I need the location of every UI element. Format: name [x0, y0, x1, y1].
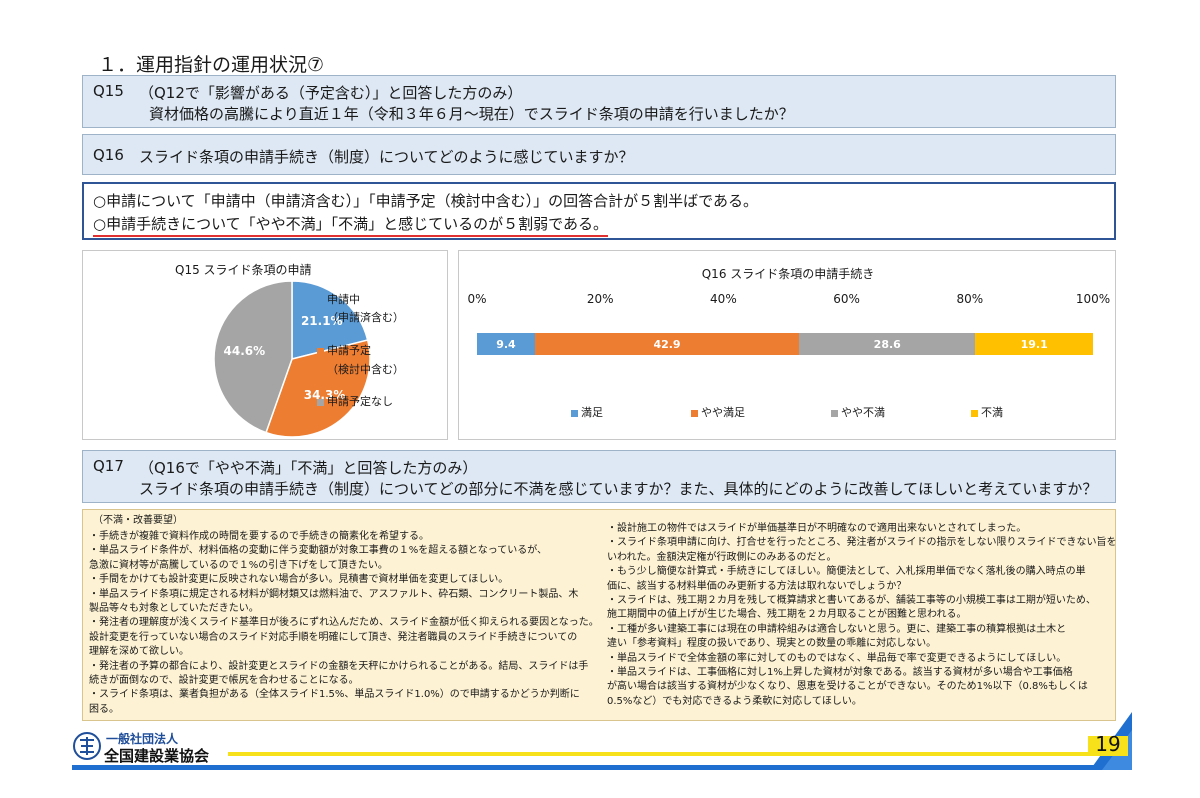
comment-line: ・単品スライドで全体金額の率に対してのものではなく、単品毎で率で変更できるように…: [607, 652, 1067, 664]
bar-value-label: 19.1: [1020, 337, 1048, 351]
bar-value-label: 28.6: [873, 337, 901, 351]
q16-text: スライド条項の申請手続き（制度）についてどのように感じていますか？: [139, 148, 634, 166]
pie-value-label: 44.6%: [224, 344, 266, 358]
legend-swatch: [317, 296, 324, 304]
comment-line: 設計変更を行っていない場合のスライド対応手順を明確にして頂き、発注者職員のスライ…: [89, 631, 578, 643]
bar-segment-2: 42.9: [534, 333, 800, 355]
page-title: １．運用指針の運用状況⑦: [98, 54, 325, 76]
bar-segment-3: 28.6: [799, 333, 976, 355]
comment-line: ・単品スライドは、工事価格に対し1%上昇した資材が対象である。該当する資材が多い…: [607, 667, 1073, 678]
pie-slice-1: [291, 280, 369, 360]
bar-legend-label: 不満: [981, 406, 1003, 419]
bar-x-tick-label: 80%: [956, 292, 984, 306]
legend-swatch: [831, 409, 838, 417]
pie-legend-item-1-sub: （申請済含む）: [327, 311, 404, 324]
legend-swatch: [317, 347, 324, 355]
legend-swatch: [317, 398, 324, 406]
comment-line: 0.5%など）でも対応できるよう柔軟に対応してほしい。: [607, 695, 862, 707]
footer-org-name: 全国建設業協会: [104, 747, 210, 765]
page-number-badge: [1088, 736, 1128, 756]
pie-value-label: 21.1%: [301, 314, 343, 328]
bar-legend-item-3: やや不満: [831, 404, 885, 420]
q15-pie-chart-panel: Q15 スライド条項の申請 21.1% 34.3% 44.6% 申請中 （申請済含む…: [82, 250, 448, 440]
comment-line: ・もう少し簡便な計算式・手続きにしてほしい。簡便法として、入札採用単価でなく落札…: [607, 566, 1086, 578]
bar-legend-label: 満足: [581, 406, 603, 419]
q15-box: Q15 （Q12で「影響がある（予定含む）」と回答した方のみ） 資材価格の高騰に…: [82, 75, 1116, 128]
comment-line: ・スライド条項は、業者負担がある（全体スライド1.5%、単品スライド1.0%）の…: [89, 689, 580, 701]
bar-x-tick-label: 20%: [586, 292, 614, 306]
q17-label: Q17: [93, 457, 124, 475]
comment-line: 価に、該当する材料単価のみ更新する方法は取れないでしょうか？: [607, 580, 907, 592]
pie-value-label: 34.3%: [304, 388, 346, 402]
comment-line: 続きが面倒なので、設計変更で帳尻を合わせることになる。: [89, 675, 359, 686]
legend-swatch: [971, 409, 978, 417]
comment-line: 理解を深めて欲しい。: [89, 646, 189, 658]
comment-line: いわれた。金額決定権が行政側にのみあるのだと。: [607, 551, 837, 563]
comment-line: ・工種が多い建築工事には現在の申請枠組みは適合しないと思う。更に、建築工事の積算…: [607, 623, 1067, 635]
bar-legend-item-2: やや満足: [691, 404, 745, 420]
q15-line1: （Q12で「影響がある（予定含む）」と回答した方のみ）: [139, 84, 523, 102]
bar-track: 9.4 42.9 28.6 19.1: [477, 333, 1093, 355]
bar-x-tick-label: 100%: [1075, 292, 1111, 306]
pie-legend-item-3: 申請予定なし: [317, 393, 393, 409]
pie-slice-2: [265, 339, 371, 438]
footer-blue-line: [72, 765, 1132, 770]
pie-legend-label: 申請予定なし: [327, 395, 393, 408]
q17-line1: （Q16で「やや不満」「不満」と回答した方のみ）: [139, 459, 478, 477]
footer-yellow-line: [228, 752, 1090, 756]
comment-line: ・単品スライド条項に規定される材料が鋼材類又は燃料油で、アスファルト、砕石類、コ…: [89, 588, 579, 600]
bar-x-tick-label: 0%: [467, 292, 487, 306]
bar-chart-title: Q16 スライド条項の申請手続き: [701, 267, 875, 281]
comment-line: 急激に資材等が高騰しているので１%の引き下げをして頂きたい。: [89, 559, 388, 571]
comment-line: ・スライドは、残工期２カ月を残して概算請求と書いてあるが、舗装工事等の小規模工事…: [607, 595, 1096, 606]
pie-chart-title: Q15 スライド条項の申請: [175, 263, 312, 277]
bar-segment-1: 9.4: [477, 333, 535, 355]
q16-label: Q16: [93, 146, 124, 164]
q15-label: Q15: [93, 82, 124, 100]
comment-line: ・単品スライド条件が、材料価格の変動に伴う変動額が対象工事費の１%を超える額とな…: [89, 545, 548, 557]
page-number: 19: [1095, 732, 1121, 756]
pie-legend-item-2: 申請予定: [317, 342, 371, 358]
q16-bar-chart-panel: Q16 スライド条項の申請手続き 0% 20% 40% 60% 80% 100% 9.4 4…: [458, 250, 1116, 440]
bar-x-tick-label: 60%: [833, 292, 860, 306]
pie-legend-item-1: 申請中: [317, 291, 360, 307]
pie-legend-label: 申請中: [327, 293, 360, 306]
comment-line: ・手続きが複雑で資料作成の時間を要するので手続きの簡素化を希望する。: [89, 531, 429, 542]
comment-line: 困る。: [89, 703, 119, 715]
q16-box: Q16 スライド条項の申請手続き（制度）についてどのように感じていますか？: [82, 134, 1116, 175]
bar-legend-item-1: 満足: [571, 404, 603, 420]
summary-line2: ○申請手続きについて「やや不満」「不満」と感じているのが５割弱である。: [93, 213, 608, 237]
summary-box: ○申請について「申請中（申請済含む）」「申請予定（検討中含む）」の回答合計が５割…: [82, 182, 1116, 240]
summary-line1: ○申請について「申請中（申請済含む）」「申請予定（検討中含む）」の回答合計が５割…: [93, 192, 758, 210]
comment-line: ・発注者の理解度が浅くスライド基準日が後ろにずれ込んだため、スライド金額が低く抑…: [89, 617, 599, 629]
comment-line: が高い場合は該当する資材が少なくなり、恩恵を受けることができない。そのため1%以…: [607, 681, 1088, 693]
comments-box: （不満・改善要望） ・手続きが複雑で資料作成の時間を要するので手続きの簡素化を希…: [82, 509, 1117, 721]
bar-legend-item-4: 不満: [971, 404, 1003, 420]
bar-legend-label: やや満足: [701, 406, 745, 419]
bar-segment-4: 19.1: [975, 333, 1093, 355]
comment-line: 施工期間中の値上げが生じた場合、残工期を２カ月取ることが困難と思われる。: [607, 609, 967, 621]
pie-chart: 21.1% 34.3% 44.6%: [213, 280, 371, 438]
bar-legend-label: やや不満: [841, 406, 885, 419]
zenken-logo-icon: [73, 732, 101, 760]
pie-legend-item-2-sub: （検討中含む）: [327, 363, 404, 376]
comment-line: ・スライド条項申請に向け、打合せを行ったところ、発注者がスライドの指示をしない限…: [607, 537, 1117, 549]
comments-heading: （不満・改善要望）: [93, 515, 183, 526]
q17-line2: スライド条項の申請手続き（制度）についてどの部分に不満を感じていますか？また、具…: [139, 480, 1098, 498]
q17-box: Q17 （Q16で「やや不満」「不満」と回答した方のみ） スライド条項の申請手続…: [82, 450, 1116, 503]
comment-line: ・発注者の予算の都合により、設計変更とスライドの金額を天秤にかけられることがある…: [89, 660, 589, 672]
bar-value-label: 42.9: [653, 337, 681, 351]
pie-legend-label: 申請予定: [327, 344, 371, 357]
comment-line: ・手間をかけても設計変更に反映されない場合が多い。見積書で資材単価を変更してほし…: [89, 574, 509, 586]
legend-swatch: [691, 409, 698, 417]
comment-line: ・設計施工の物件ではスライドが単価基準日が不明確なので適用出来ないとされてしまっ…: [607, 523, 1027, 534]
legend-swatch: [571, 409, 578, 417]
bar-value-label: 9.4: [496, 337, 516, 351]
comment-line: 製品等々も対象としていただきたい。: [89, 603, 259, 614]
q15-line2: 資材価格の高騰により直近１年（令和３年６月～現在）でスライド条項の申請を行いまし…: [149, 105, 794, 123]
pie-slice-3: [213, 280, 293, 434]
comment-line: 違い「参考資料」程度の扱いであり、現実との数量の乖離に対応しない。: [607, 638, 937, 650]
bar-x-tick-label: 40%: [710, 292, 737, 306]
footer-org-small: 一般社団法人: [106, 732, 179, 746]
